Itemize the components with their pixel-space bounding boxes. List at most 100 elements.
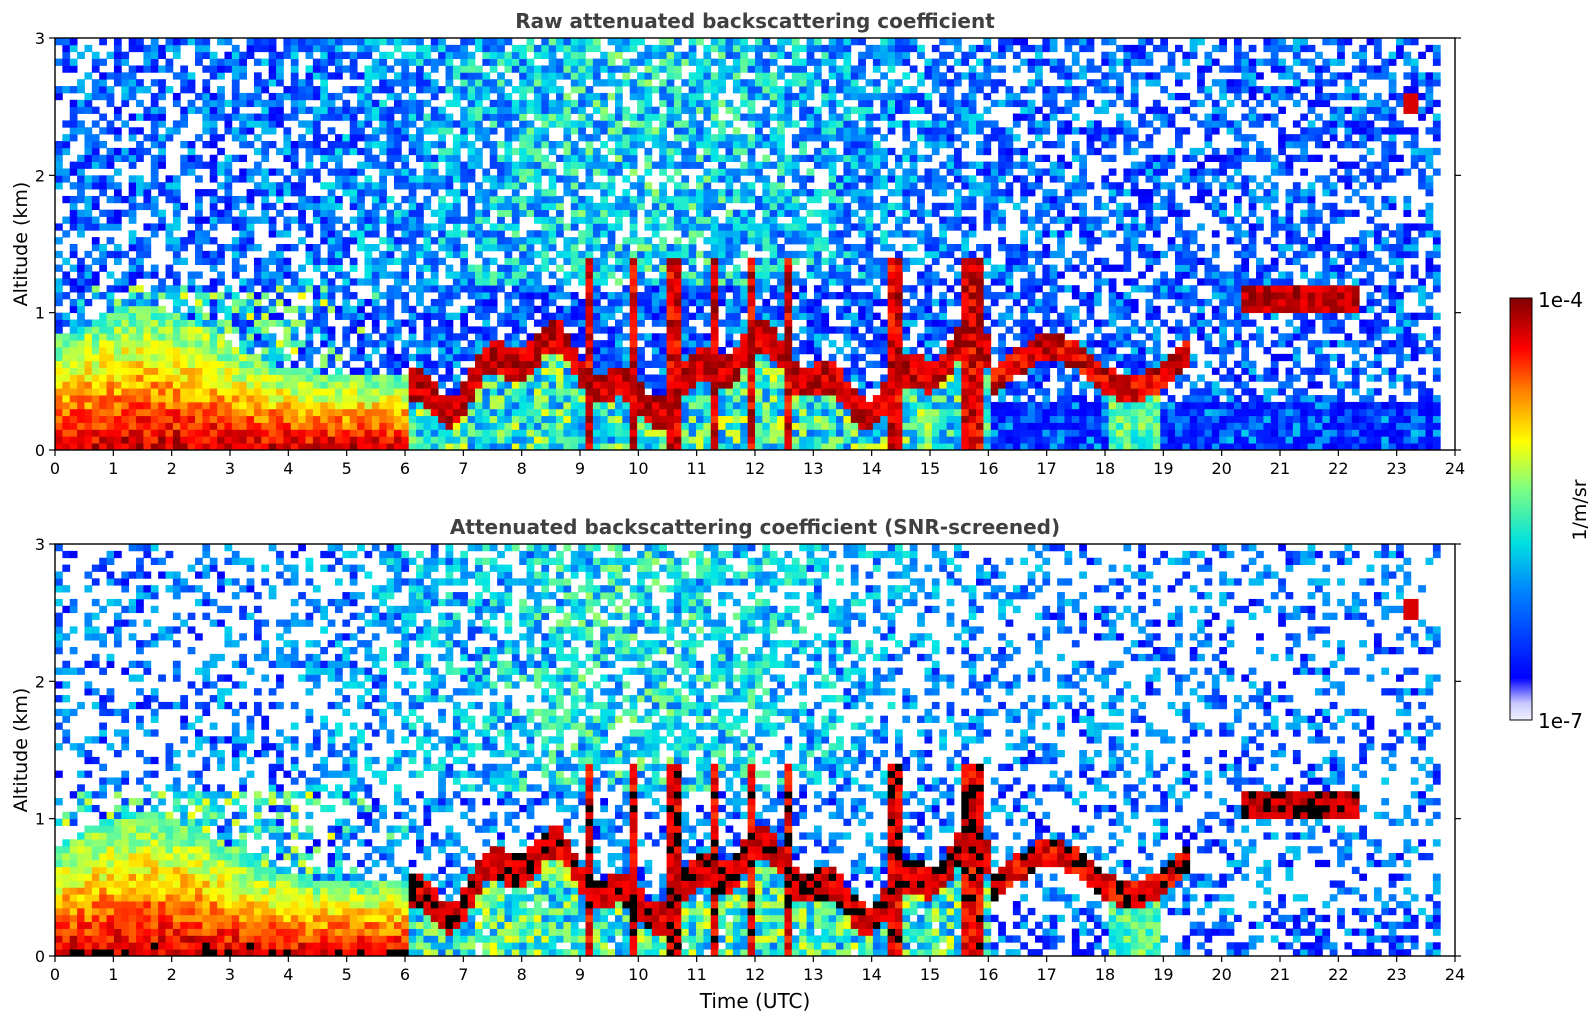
heatmap-cell — [327, 408, 336, 417]
heatmap-cell — [172, 285, 181, 293]
heatmap-cell — [821, 360, 830, 368]
heatmap-cell — [541, 106, 550, 114]
heatmap-cell — [489, 161, 498, 169]
heatmap-cell — [158, 326, 166, 334]
heatmap-cell — [489, 415, 498, 423]
heatmap-cell — [570, 415, 579, 423]
heatmap-cell — [224, 168, 233, 176]
heatmap-cell — [268, 353, 277, 362]
heatmap-cell — [335, 285, 343, 293]
heatmap-cell — [659, 319, 667, 327]
heatmap-cell — [622, 195, 631, 204]
heatmap-cell — [445, 367, 454, 375]
heatmap-cell — [84, 175, 93, 183]
heatmap-cell — [747, 367, 756, 375]
heatmap-cell — [644, 408, 653, 417]
heatmap-cell — [386, 326, 395, 334]
heatmap-cell — [84, 99, 93, 108]
heatmap-cell — [393, 374, 402, 382]
heatmap-cell — [556, 292, 564, 300]
heatmap-cell — [113, 360, 122, 368]
heatmap-cell — [460, 230, 469, 238]
heatmap-cell — [91, 401, 100, 410]
heatmap-cell — [762, 429, 771, 437]
heatmap-cell — [644, 257, 653, 265]
heatmap-cell — [150, 168, 159, 176]
heatmap-cell — [504, 134, 513, 142]
heatmap-cell — [659, 374, 667, 382]
heatmap-cell — [283, 436, 292, 444]
heatmap-cell — [799, 374, 807, 382]
heatmap-cell — [563, 360, 572, 368]
heatmap-cell — [556, 367, 564, 375]
heatmap-cell — [172, 223, 181, 231]
heatmap-cell — [710, 154, 719, 162]
heatmap-cell — [725, 223, 734, 231]
heatmap-cell — [666, 223, 675, 231]
heatmap-cell — [732, 395, 741, 403]
heatmap-cell — [629, 230, 638, 238]
heatmap-cell — [644, 51, 653, 59]
heatmap-cell — [364, 120, 373, 128]
heatmap-cell — [401, 250, 410, 259]
heatmap-cell — [246, 51, 255, 59]
heatmap-cell — [821, 237, 830, 245]
heatmap-cell — [732, 319, 741, 327]
heatmap-cell — [327, 141, 336, 149]
heatmap-cell — [298, 353, 306, 362]
heatmap-cell — [607, 443, 616, 450]
heatmap-cell — [438, 106, 446, 114]
heatmap-cell — [526, 436, 535, 444]
heatmap-cell — [364, 374, 373, 382]
heatmap-cell — [430, 113, 439, 121]
heatmap-cell — [180, 65, 189, 73]
heatmap-cell — [430, 429, 439, 437]
heatmap-cell — [489, 367, 498, 375]
heatmap-cell — [217, 422, 225, 430]
heatmap-cell — [651, 422, 660, 430]
heatmap-cell — [718, 38, 726, 46]
heatmap-cell — [533, 319, 542, 327]
heatmap-cell — [607, 127, 616, 135]
heatmap-cell — [673, 161, 682, 169]
heatmap-cell — [55, 147, 63, 156]
heatmap-cell — [305, 161, 314, 169]
heatmap-cell — [150, 175, 159, 183]
heatmap-cell — [224, 161, 233, 169]
heatmap-cell — [489, 298, 498, 307]
heatmap-cell — [740, 223, 749, 231]
heatmap-cell — [217, 408, 225, 417]
heatmap-cell — [607, 436, 616, 444]
heatmap-cell — [452, 216, 461, 224]
heatmap-cell — [393, 127, 402, 135]
heatmap-cell — [460, 106, 469, 114]
heatmap-cell — [150, 381, 159, 389]
heatmap-cell — [386, 237, 395, 245]
heatmap-cell — [533, 182, 542, 190]
heatmap-cell — [578, 340, 586, 348]
heatmap-cell — [276, 99, 284, 108]
heatmap-cell — [379, 127, 387, 135]
heatmap-cell — [607, 250, 616, 259]
heatmap-cell — [696, 401, 704, 410]
heatmap-cell — [607, 429, 616, 437]
heatmap-cell — [548, 408, 557, 417]
heatmap-cell — [121, 388, 130, 396]
heatmap-cell — [533, 436, 542, 444]
heatmap-cell — [438, 51, 446, 59]
heatmap-cell — [253, 333, 262, 341]
heatmap-cell — [791, 202, 800, 211]
heatmap-cell — [69, 161, 78, 169]
heatmap-cell — [519, 443, 527, 450]
heatmap-cell — [195, 374, 203, 382]
heatmap-cell — [688, 161, 697, 169]
heatmap-cell — [681, 134, 690, 142]
heatmap-cell — [791, 161, 800, 169]
heatmap-cell — [209, 353, 218, 362]
heatmap-cell — [740, 92, 749, 101]
heatmap-cell — [305, 333, 314, 341]
heatmap-cell — [401, 429, 410, 437]
heatmap-cell — [416, 99, 424, 108]
heatmap-cell — [172, 216, 181, 224]
heatmap-cell — [209, 415, 218, 423]
